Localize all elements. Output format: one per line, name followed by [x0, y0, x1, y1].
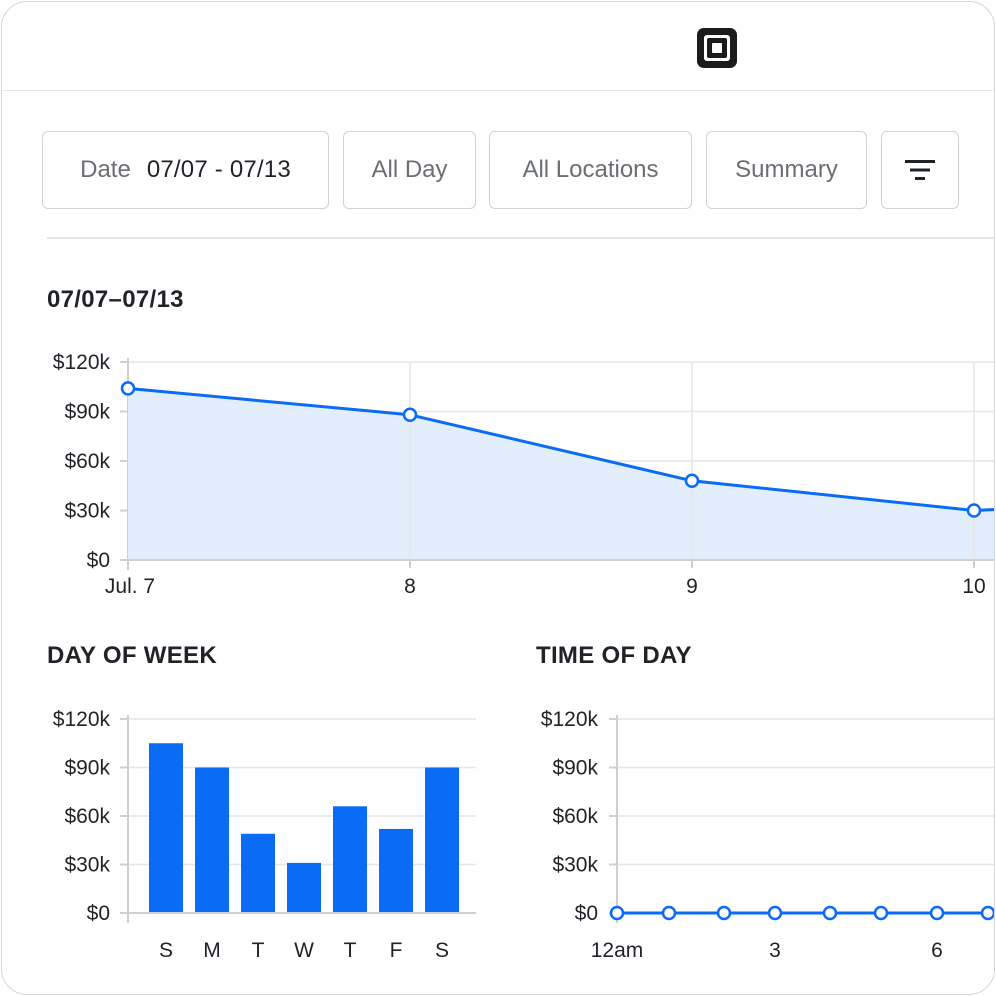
dow-chart-ytick-label: $120k [53, 708, 111, 731]
tod-chart-xtick-label: 12am [591, 939, 644, 962]
tod-chart-point [822, 905, 838, 921]
tod-chart-point [716, 905, 732, 921]
date-range-title: 07/07–07/13 [47, 286, 184, 313]
location-filter-value: All Locations [522, 156, 659, 183]
dow-chart-bar [425, 767, 459, 913]
dow-chart-xtick-label: M [203, 939, 221, 962]
dow-chart-xtick-label: S [435, 939, 449, 962]
date-range-filter[interactable]: Date 07/07 - 07/13 [42, 131, 329, 209]
dow-chart-xtick-label: T [344, 939, 357, 962]
time-filter-value: All Day [371, 156, 448, 183]
tod-chart-point [609, 905, 625, 921]
range-chart-point [120, 381, 136, 396]
dow-chart-ytick-label: $0 [87, 902, 110, 925]
dow-chart-bar [241, 833, 275, 913]
view-filter-value: Summary [735, 156, 838, 183]
location-filter[interactable]: All Locations [489, 131, 692, 209]
range-chart-xtick-label: 10 [962, 575, 985, 598]
tod-chart-xtick-label: 6 [931, 939, 943, 962]
range-chart-area [128, 388, 994, 560]
dow-chart-ytick-label: $60k [64, 805, 110, 828]
tod-chart-point [929, 905, 945, 921]
range-chart-point [402, 407, 418, 423]
tod-chart-xtick-label: 3 [769, 939, 781, 962]
tod-chart-ytick-label: $30k [552, 854, 598, 877]
dow-chart-bar [379, 828, 413, 913]
dow-chart-ytick-label: $30k [64, 854, 110, 877]
dow-chart-bar [287, 862, 321, 913]
range-chart-xtick-label: 8 [404, 575, 416, 598]
range-chart-point [684, 473, 700, 489]
tod-chart-ytick-label: $0 [575, 902, 598, 925]
filter-lines-icon [905, 160, 935, 180]
tod-chart-ytick-label: $60k [552, 805, 598, 828]
time-of-day-title: TIME OF DAY [536, 642, 692, 669]
view-type-filter[interactable]: Summary [706, 131, 867, 209]
range-chart-ytick-label: $0 [87, 549, 110, 572]
time-of-day-filter[interactable]: All Day [343, 131, 476, 209]
day-of-week-title: DAY OF WEEK [47, 642, 217, 669]
filter-options-button[interactable] [881, 131, 959, 209]
dow-chart-bar [149, 743, 183, 913]
dow-chart-xtick-label: W [294, 939, 314, 962]
range-chart-ytick-label: $90k [64, 401, 110, 424]
dow-chart-ytick-label: $90k [64, 757, 110, 780]
square-logo-icon [697, 28, 737, 68]
tod-chart-point [873, 905, 889, 921]
dow-chart-bar [333, 806, 367, 913]
range-chart-ytick-label: $60k [64, 450, 110, 473]
range-chart-ytick-label: $30k [64, 500, 110, 523]
range-chart-ytick-label: $120k [53, 351, 111, 374]
dow-chart-bar [195, 767, 229, 913]
top-bar [2, 2, 994, 91]
range-chart-point [966, 503, 982, 518]
filters-divider [47, 237, 994, 239]
dow-chart-xtick-label: T [252, 939, 265, 962]
date-filter-value: 07/07 - 07/13 [146, 156, 291, 183]
tod-chart-point [661, 905, 677, 921]
range-chart-xtick-label: Jul. 7 [105, 575, 155, 598]
date-filter-label: Date [80, 156, 131, 183]
dow-chart-xtick-label: S [159, 939, 173, 962]
tod-chart-point [767, 905, 783, 921]
tod-chart-point [980, 905, 994, 921]
tod-chart-ytick-label: $120k [541, 708, 599, 731]
dow-chart-xtick-label: F [390, 939, 403, 962]
tod-chart-ytick-label: $90k [552, 757, 598, 780]
range-chart-xtick-label: 9 [686, 575, 698, 598]
